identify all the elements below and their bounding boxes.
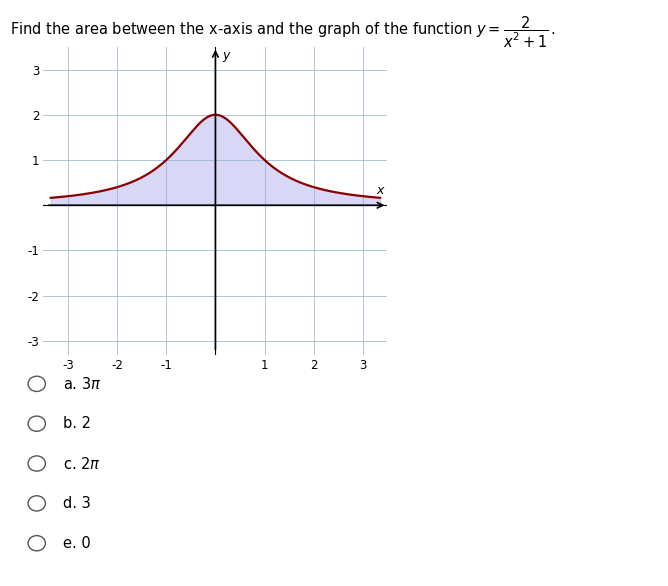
Text: e. 0: e. 0: [63, 536, 92, 551]
Text: Find the area between the x-axis and the graph of the function $y = \dfrac{2}{x^: Find the area between the x-axis and the…: [10, 15, 556, 50]
Text: a. 3$\pi$: a. 3$\pi$: [63, 376, 102, 392]
Text: c. 2$\pi$: c. 2$\pi$: [63, 455, 101, 472]
Text: y: y: [223, 49, 230, 62]
Text: x: x: [376, 184, 383, 197]
Text: d. 3: d. 3: [63, 496, 92, 511]
Text: b. 2: b. 2: [63, 416, 92, 431]
